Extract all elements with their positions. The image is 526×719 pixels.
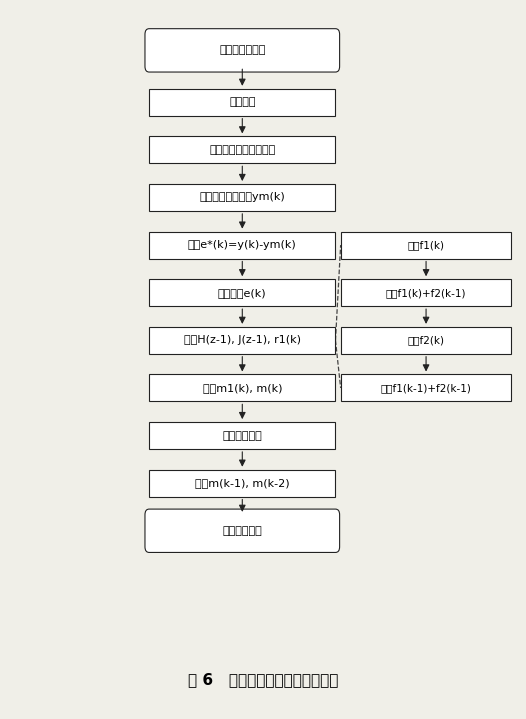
- FancyBboxPatch shape: [149, 184, 336, 211]
- Text: 计算参考模型输出ym(k): 计算参考模型输出ym(k): [199, 193, 285, 203]
- Text: 更新f1(k-1)+f2(k-1): 更新f1(k-1)+f2(k-1): [381, 383, 471, 393]
- FancyBboxPatch shape: [149, 375, 336, 401]
- FancyBboxPatch shape: [145, 509, 340, 552]
- FancyBboxPatch shape: [341, 279, 511, 306]
- Text: 更新电流给定: 更新电流给定: [222, 431, 262, 441]
- Text: 计算e*(k)=y(k)-ym(k): 计算e*(k)=y(k)-ym(k): [188, 240, 297, 250]
- FancyBboxPatch shape: [149, 422, 336, 449]
- FancyBboxPatch shape: [341, 327, 511, 354]
- FancyBboxPatch shape: [149, 232, 336, 259]
- Text: 计算f1(k)+f2(k-1): 计算f1(k)+f2(k-1): [386, 288, 467, 298]
- Text: 恢复现场退出: 恢复现场退出: [222, 526, 262, 536]
- Text: 计算m1(k), m(k): 计算m1(k), m(k): [203, 383, 282, 393]
- FancyBboxPatch shape: [149, 327, 336, 354]
- FancyBboxPatch shape: [145, 29, 340, 72]
- Text: 图 6   速度自适应调节程序流程图: 图 6 速度自适应调节程序流程图: [188, 672, 338, 687]
- Text: 计算f2(k): 计算f2(k): [408, 335, 444, 345]
- Text: 保护现场: 保护现场: [229, 97, 256, 107]
- FancyBboxPatch shape: [149, 88, 336, 116]
- Text: 速度自适应调节: 速度自适应调节: [219, 45, 266, 55]
- FancyBboxPatch shape: [341, 232, 511, 259]
- Text: 确定速度给定速度反馈: 确定速度给定速度反馈: [209, 145, 276, 155]
- FancyBboxPatch shape: [149, 470, 336, 497]
- Text: 计算f1(k): 计算f1(k): [408, 240, 444, 250]
- Text: 计算误差e(k): 计算误差e(k): [218, 288, 267, 298]
- FancyBboxPatch shape: [149, 137, 336, 163]
- FancyBboxPatch shape: [341, 375, 511, 401]
- Text: 更新m(k-1), m(k-2): 更新m(k-1), m(k-2): [195, 478, 290, 488]
- FancyBboxPatch shape: [149, 279, 336, 306]
- Text: 确定H(z-1), J(z-1), r1(k): 确定H(z-1), J(z-1), r1(k): [184, 335, 301, 345]
